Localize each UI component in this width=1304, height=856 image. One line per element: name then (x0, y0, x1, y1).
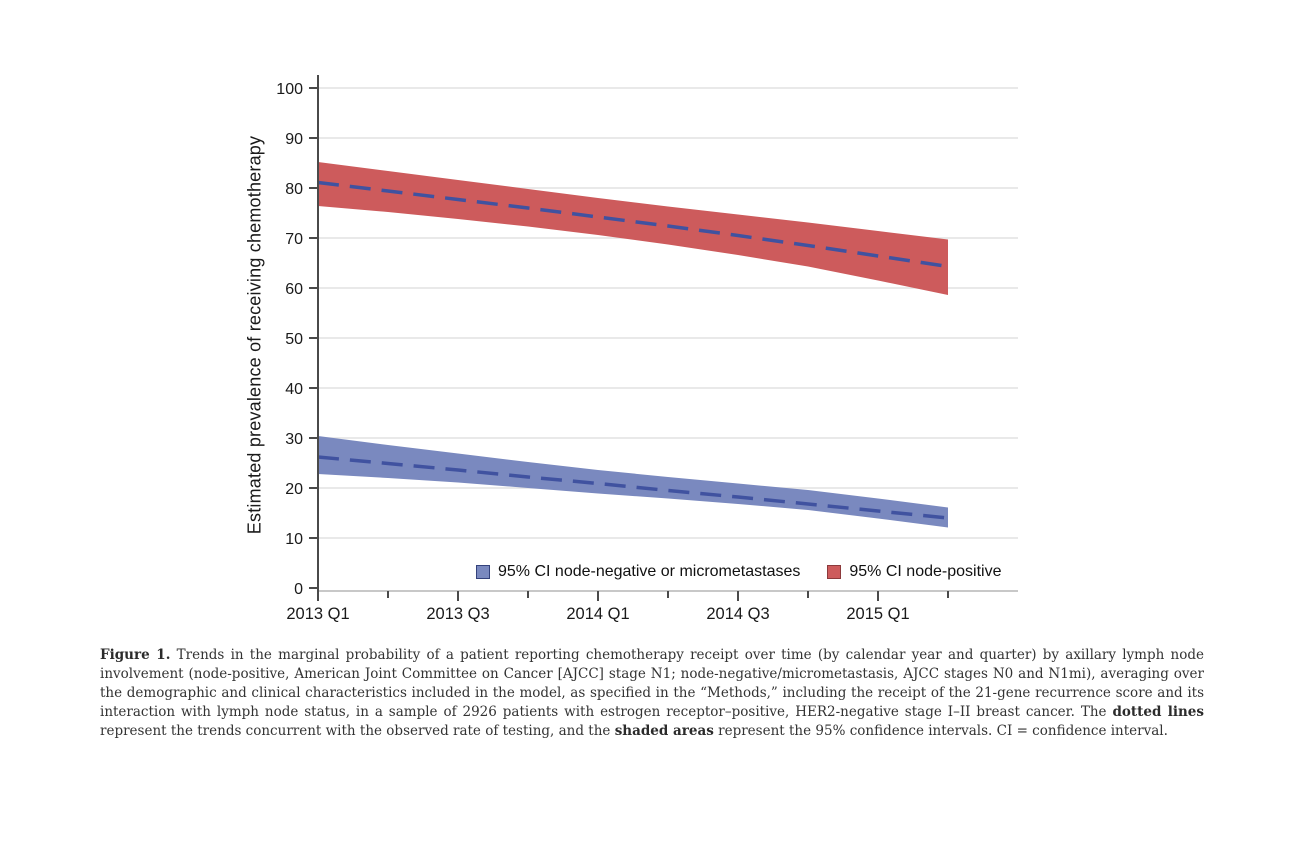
caption-bold-shaded-areas: shaded areas (614, 723, 714, 739)
legend-item-node-positive: 95% CI node-positive (827, 563, 1001, 581)
y-tick-label-50: 50 (285, 331, 303, 348)
legend-item-node-negative: 95% CI node-negative or micrometastases (476, 563, 800, 581)
x-tick-label-2014-Q1: 2014 Q1 (566, 605, 629, 623)
caption-bold-dotted-lines: dotted lines (1112, 704, 1205, 720)
legend-label-node-negative: 95% CI node-negative or micrometastases (498, 563, 801, 580)
y-tick-label-70: 70 (285, 231, 303, 248)
figure-caption: Figure 1. Trends in the marginal probabi… (100, 646, 1204, 741)
ci-band-node-negative (318, 436, 948, 528)
y-tick-label-30: 30 (285, 431, 303, 448)
y-tick-label-90: 90 (285, 131, 303, 148)
x-tick-label-2013-Q3: 2013 Q3 (426, 605, 489, 623)
y-axis-title: Estimated prevalence of receiving chemot… (244, 135, 265, 535)
trend-line-node-negative (317, 455, 949, 520)
legend-swatch-node-positive-icon (827, 565, 842, 579)
y-tick-label-100: 100 (276, 81, 303, 98)
y-tick-label-60: 60 (285, 281, 303, 298)
caption-text-1: Trends in the marginal probability of a … (100, 647, 1204, 720)
y-tick-label-80: 80 (285, 181, 303, 198)
x-tick-label-2013-Q1: 2013 Q1 (286, 605, 349, 623)
chart-legend: 95% CI node-negative or micrometastases … (476, 563, 1001, 581)
y-tick-label-40: 40 (285, 381, 303, 398)
x-tick-label-2014-Q3: 2014 Q3 (706, 605, 769, 623)
caption-text-2: represent the trends concurrent with the… (100, 723, 615, 739)
y-tick-label-0: 0 (294, 581, 303, 598)
legend-swatch-node-negative-icon (476, 565, 490, 579)
legend-label-node-positive: 95% CI node-positive (849, 563, 1002, 580)
y-tick-label-20: 20 (285, 481, 303, 498)
caption-text-3: represent the 95% confidence intervals. … (713, 723, 1168, 739)
x-tick-label-2015-Q1: 2015 Q1 (846, 605, 909, 623)
trend-line-node-positive (317, 180, 949, 269)
y-tick-label-10: 10 (285, 531, 303, 548)
ci-band-node-positive (318, 162, 948, 295)
figure-caption-label: Figure 1. (100, 647, 171, 663)
